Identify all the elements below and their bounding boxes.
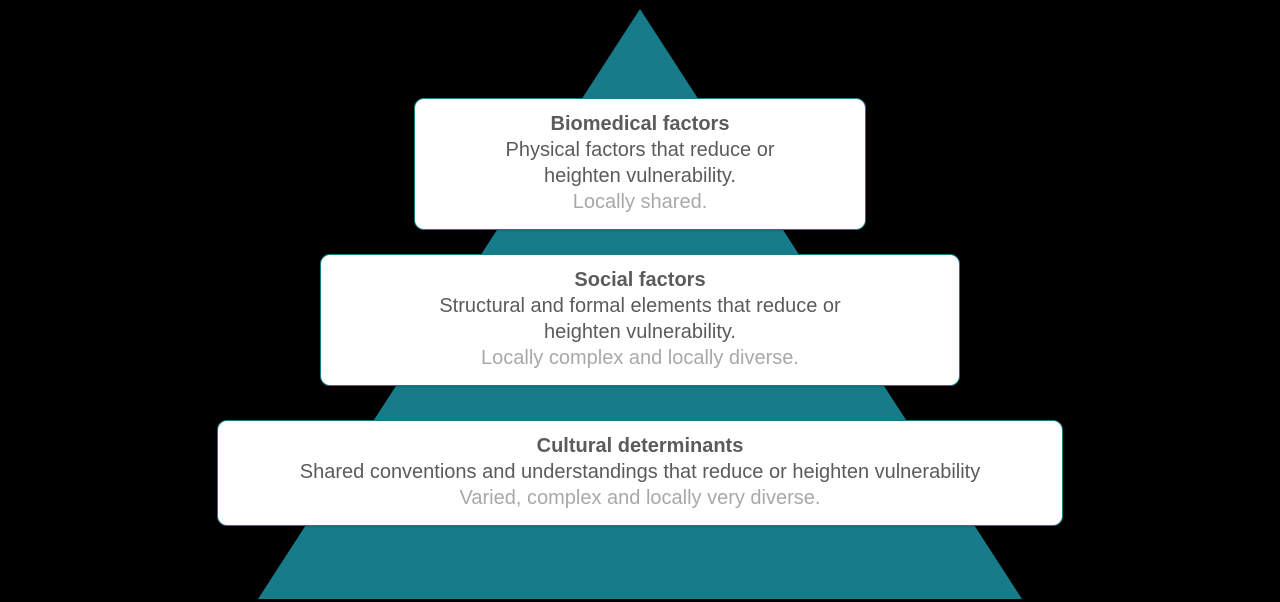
level-biomedical-card: Biomedical factors Physical factors that… bbox=[414, 98, 866, 230]
pyramid-diagram: Biomedical factors Physical factors that… bbox=[0, 0, 1280, 602]
level-cultural-desc: Shared conventions and understandings th… bbox=[238, 459, 1042, 485]
level-cultural-title: Cultural determinants bbox=[238, 433, 1042, 459]
level-biomedical-title: Biomedical factors bbox=[435, 111, 845, 137]
level-social-note: Locally complex and locally diverse. bbox=[341, 345, 939, 371]
level-social-card: Social factors Structural and formal ele… bbox=[320, 254, 960, 386]
level-cultural-card: Cultural determinants Shared conventions… bbox=[217, 420, 1063, 526]
level-social-title: Social factors bbox=[341, 267, 939, 293]
level-biomedical-desc: Physical factors that reduce or heighten… bbox=[435, 137, 845, 189]
level-biomedical-note: Locally shared. bbox=[435, 189, 845, 215]
level-cultural-note: Varied, complex and locally very diverse… bbox=[238, 485, 1042, 511]
level-social-desc: Structural and formal elements that redu… bbox=[341, 293, 939, 345]
